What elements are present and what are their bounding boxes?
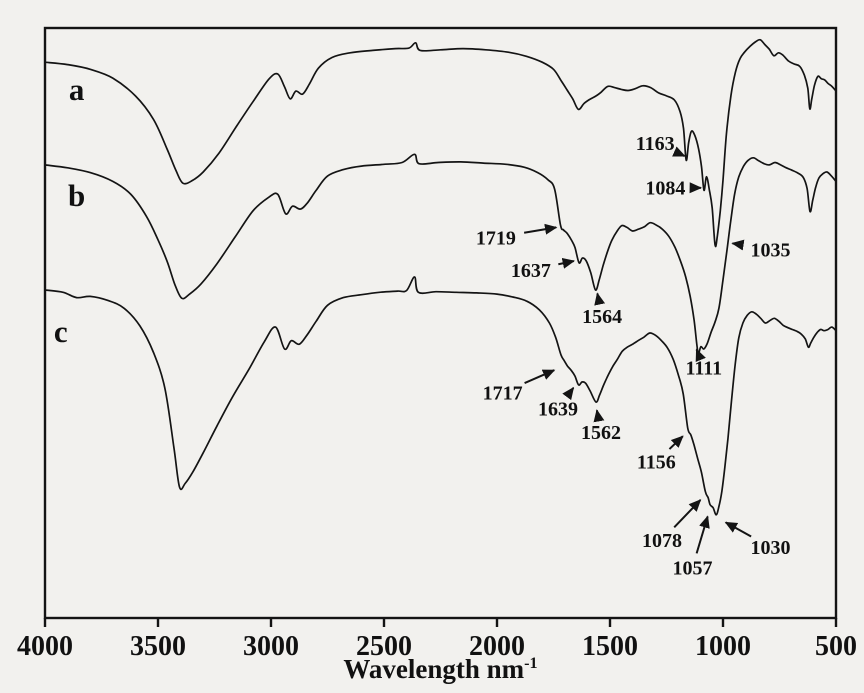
peak-label-1637: 1637 — [511, 260, 551, 282]
peak-label-1111: 1111 — [685, 357, 722, 379]
peak-label-1030: 1030 — [750, 537, 790, 559]
x-tick-label: 4000 — [17, 631, 73, 662]
peak-label-1564: 1564 — [582, 306, 622, 328]
peak-arrow-1156 — [668, 435, 684, 450]
peak-label-1057: 1057 — [672, 557, 712, 579]
peak-label-1156: 1156 — [637, 452, 676, 474]
peak-arrow-1719 — [523, 223, 558, 235]
x-axis-title: Wavelength nm-1 — [45, 654, 836, 685]
spectrum-a-curve — [44, 38, 837, 248]
peak-arrow-1637 — [558, 257, 576, 269]
spectrum-b-curve — [44, 153, 837, 354]
plot-border — [43, 26, 838, 620]
peak-arrow-1057 — [695, 515, 710, 554]
peak-label-1078: 1078 — [642, 530, 682, 552]
peak-label-1084: 1084 — [645, 177, 685, 199]
peak-arrow-1163 — [672, 146, 686, 157]
x-tick-label: 1500 — [582, 631, 638, 662]
x-tick-label: 500 — [815, 631, 857, 662]
peak-arrow-1111 — [695, 348, 706, 362]
peak-label-1717: 1717 — [483, 383, 523, 405]
peak-label-1562: 1562 — [581, 422, 621, 444]
peak-arrow-1717 — [524, 369, 556, 384]
peak-arrow-1078 — [673, 499, 702, 529]
x-axis-title-text: Wavelength nm — [343, 654, 525, 684]
x-axis-title-exponent: -1 — [524, 654, 538, 672]
x-tick-label: 3000 — [243, 631, 299, 662]
peak-arrow-1639 — [562, 386, 575, 401]
x-tick-label: 1000 — [695, 631, 751, 662]
x-tick-label: 2500 — [356, 631, 412, 662]
peak-arrow-1035 — [731, 239, 745, 251]
spectrum-b-label: b — [68, 178, 85, 213]
peak-label-1719: 1719 — [476, 227, 516, 249]
x-tick-label: 3500 — [130, 631, 186, 662]
peak-arrow-1030 — [724, 521, 752, 538]
spectrum-c-curve — [44, 276, 837, 516]
peak-label-1035: 1035 — [750, 239, 790, 261]
peak-arrow-1562 — [593, 409, 605, 423]
peak-label-1639: 1639 — [538, 399, 578, 421]
peak-arrow-1564 — [594, 292, 606, 306]
peak-label-1163: 1163 — [636, 133, 675, 155]
spectrum-c-label: c — [54, 314, 68, 349]
spectrum-a-label: a — [69, 72, 85, 107]
x-tick-label: 2000 — [469, 631, 525, 662]
